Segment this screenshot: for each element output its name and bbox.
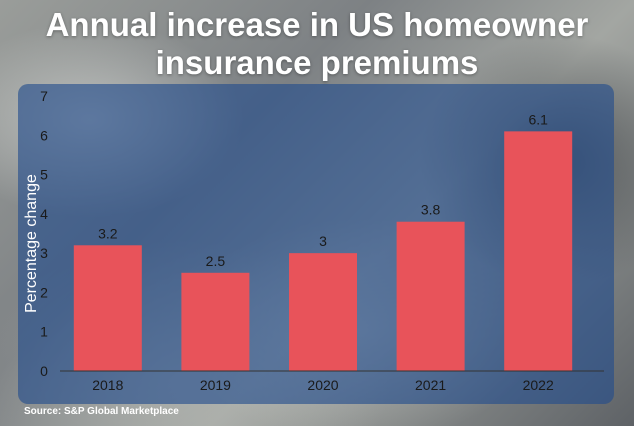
bar-2021 — [396, 221, 465, 371]
data-label-2018: 3.2 — [98, 225, 118, 241]
y-axis-ticks: 0 1 2 3 4 5 6 7 — [40, 88, 48, 379]
bar-2022 — [504, 131, 573, 371]
data-labels: 3.2 2.5 3 3.8 6.1 — [98, 111, 548, 268]
bar-2020 — [289, 253, 357, 371]
x-tick-label-2020: 2020 — [307, 377, 338, 393]
y-tick-label: 5 — [40, 167, 48, 183]
y-axis-label: Percentage change — [23, 174, 40, 313]
chart-title-line-1: Annual increase in US homeowner — [45, 6, 589, 43]
bar-2019 — [181, 272, 250, 371]
y-tick-label: 6 — [40, 127, 48, 143]
data-label-2019: 2.5 — [206, 253, 226, 269]
y-tick-label: 4 — [40, 206, 48, 222]
source-note: Source: S&P Global Marketplace — [24, 406, 179, 417]
bar-2018 — [73, 245, 142, 371]
x-axis-ticks: 2018 2019 2020 2021 2022 — [92, 377, 554, 393]
bars — [73, 131, 573, 371]
y-tick-label: 0 — [40, 363, 48, 379]
x-tick-label-2018: 2018 — [92, 377, 123, 393]
y-tick-label: 2 — [40, 284, 48, 300]
data-label-2022: 6.1 — [528, 111, 548, 127]
y-tick-label: 3 — [40, 245, 48, 261]
x-tick-label-2022: 2022 — [523, 377, 554, 393]
data-label-2021: 3.8 — [421, 202, 441, 218]
data-label-2020: 3 — [319, 233, 327, 249]
chart-title-line-2: insurance premiums — [155, 44, 479, 81]
y-tick-label: 1 — [40, 324, 48, 340]
x-tick-label-2021: 2021 — [415, 377, 446, 393]
y-tick-label: 7 — [40, 88, 48, 104]
x-tick-label-2019: 2019 — [200, 377, 231, 393]
